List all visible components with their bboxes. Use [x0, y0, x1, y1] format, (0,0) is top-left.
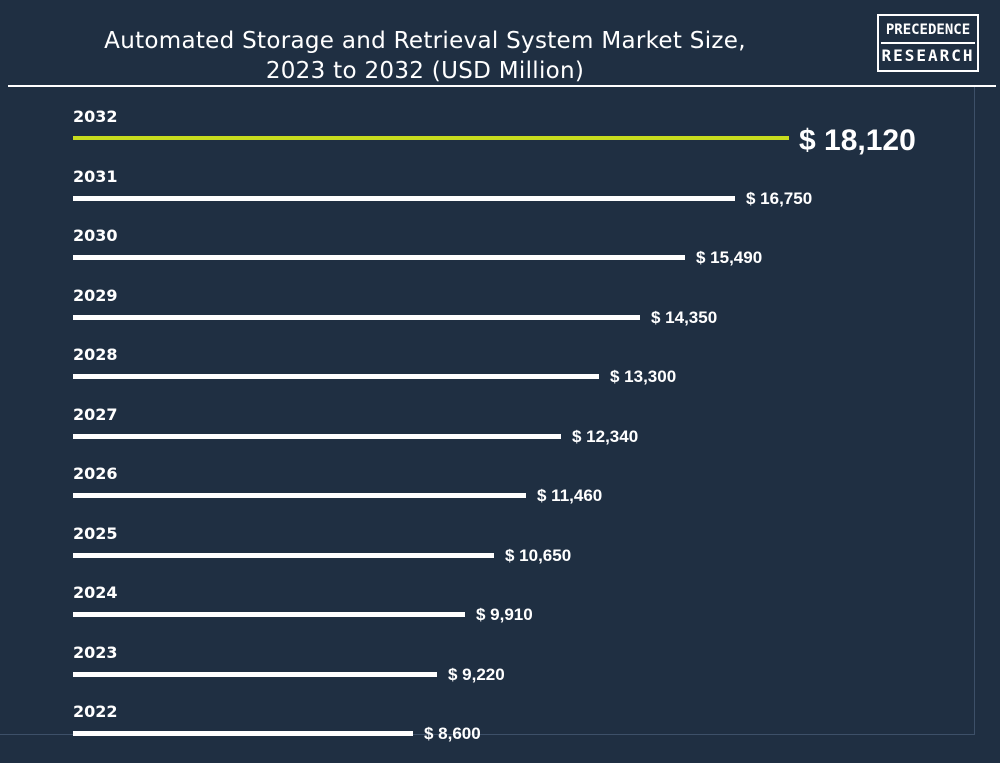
value-label-2022: $ 8,600	[424, 724, 481, 743]
value-label-2026: $ 11,460	[537, 486, 602, 505]
year-label-2032: 2032	[73, 107, 118, 126]
year-label-2028: 2028	[73, 345, 118, 364]
year-label-2027: 2027	[73, 405, 118, 424]
logo-divider	[881, 42, 975, 44]
value-label-2027: $ 12,340	[572, 427, 638, 446]
value-label-2024: $ 9,910	[476, 605, 533, 624]
bar-2027	[73, 434, 561, 439]
bar-2030	[73, 255, 685, 260]
frame-bottom-edge	[0, 734, 975, 735]
frame-right-edge	[974, 87, 975, 735]
value-label-2032: $ 18,120	[799, 124, 916, 157]
value-label-2028: $ 13,300	[610, 367, 676, 386]
chart-title-line-2: 2023 to 2032 (USD Million)	[265, 58, 585, 84]
value-label-2025: $ 10,650	[505, 546, 571, 565]
year-label-2024: 2024	[73, 583, 118, 602]
bar-2029	[73, 315, 640, 320]
year-label-2025: 2025	[73, 524, 118, 543]
bar-2025	[73, 553, 494, 558]
year-label-2023: 2023	[73, 643, 118, 662]
chart-title: Automated Storage and Retrieval System M…	[0, 26, 850, 86]
bar-2031	[73, 196, 735, 201]
bar-2024	[73, 612, 465, 617]
year-label-2030: 2030	[73, 226, 118, 245]
year-label-2022: 2022	[73, 702, 118, 721]
bar-2023	[73, 672, 437, 677]
header-divider	[8, 85, 996, 87]
logo-text-top: PRECEDENCE	[885, 22, 971, 38]
year-label-2026: 2026	[73, 464, 118, 483]
value-label-2023: $ 9,220	[448, 665, 505, 684]
bar-2028	[73, 374, 599, 379]
value-label-2031: $ 16,750	[746, 189, 812, 208]
bar-2032	[73, 136, 789, 140]
bar-2026	[73, 493, 526, 498]
year-label-2031: 2031	[73, 167, 118, 186]
chart-title-line-1: Automated Storage and Retrieval System M…	[104, 28, 746, 54]
value-label-2030: $ 15,490	[696, 248, 762, 267]
precedence-research-logo: PRECEDENCE RESEARCH	[877, 14, 979, 72]
year-label-2029: 2029	[73, 286, 118, 305]
value-label-2029: $ 14,350	[651, 308, 717, 327]
logo-text-bottom: RESEARCH	[881, 46, 975, 65]
bar-2022	[73, 731, 413, 736]
